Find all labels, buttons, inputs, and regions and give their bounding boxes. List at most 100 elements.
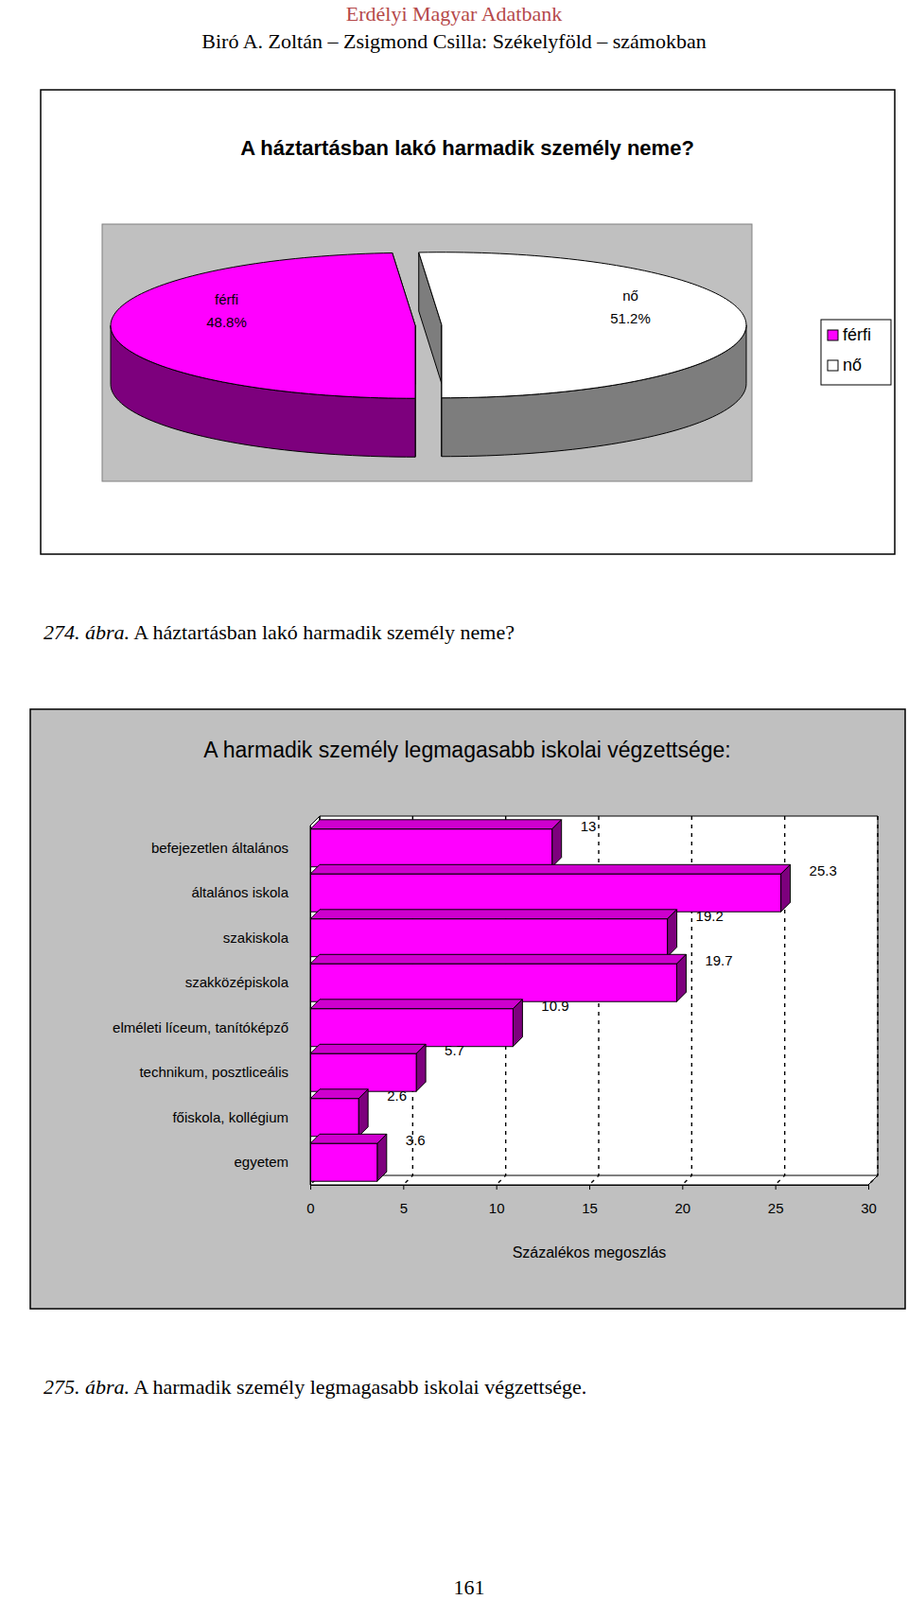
tick-label: 10 (488, 1200, 506, 1217)
tick-mark (589, 1185, 591, 1190)
bar-top (310, 999, 523, 1010)
y-tick: szakiskola (223, 929, 290, 946)
data-label: 13 (580, 818, 597, 835)
header-subtitle: Biró A. Zoltán – Zsigmond Csilla: Székel… (201, 29, 706, 53)
data-label: 2.6 (386, 1087, 407, 1104)
tick-label: befejezetlen általános (151, 839, 289, 856)
y-tick: befejezetlen általános (151, 839, 289, 856)
bars (310, 820, 791, 1182)
caption-number: 275. ábra. (43, 1375, 130, 1399)
bar (310, 829, 553, 868)
bar-side (377, 1134, 387, 1182)
y-tick: elméleti líceum, tanítóképző (112, 1019, 289, 1036)
tick-label: 20 (674, 1200, 691, 1217)
axis-line (310, 826, 312, 1187)
y-tick: egyetem (233, 1153, 289, 1170)
bar (310, 1053, 417, 1092)
bar-top (310, 954, 686, 964)
bar-group (310, 864, 791, 912)
caption: 274. ábra. A háztartásban lakó harmadik … (43, 620, 515, 645)
header-title: Erdélyi Magyar Adatbank (346, 1, 563, 26)
tick-label: technikum, posztliceális (139, 1064, 289, 1081)
bar-top (310, 820, 562, 830)
tick-mark (310, 1185, 312, 1190)
bar-top (310, 864, 791, 874)
chart-title: A háztartásban lakó harmadik személy nem… (240, 136, 695, 160)
bar (310, 1009, 513, 1048)
tick-label: 0 (306, 1200, 315, 1217)
legend: férfinő (820, 319, 891, 385)
bar-top (310, 1044, 426, 1054)
pie (110, 252, 747, 458)
axis-title: Százalékos megoszlás (512, 1244, 667, 1261)
tick-label: egyetem (233, 1153, 289, 1170)
data-label: 19.7 (704, 952, 733, 969)
y-tick: általános iskola (191, 884, 289, 901)
bar (310, 919, 668, 958)
x-tick: 30 (860, 1185, 877, 1217)
x-tick: 10 (488, 1185, 506, 1217)
bar-side (667, 909, 678, 958)
bar-group (310, 954, 686, 1002)
x-tick: 25 (768, 1185, 785, 1217)
bar-group (310, 1134, 387, 1182)
legend-swatch (827, 360, 839, 371)
tick-label: elméleti líceum, tanítóképző (112, 1019, 289, 1036)
bar-side (416, 1044, 426, 1092)
x-axis: 0 5 10 15 20 25 30 (306, 1185, 877, 1217)
data-label: 10.9 (541, 997, 569, 1014)
tick-label: 25 (768, 1200, 785, 1217)
slice-group (419, 252, 747, 457)
tick-mark (402, 1185, 404, 1190)
tick-label: 15 (581, 1200, 598, 1217)
bar-side (781, 864, 791, 912)
tick-label: általános iskola (191, 884, 289, 901)
legend-box (820, 319, 891, 385)
data-label: 25.3 (809, 862, 838, 879)
slice-category: nő (622, 287, 639, 304)
tick-label: szakiskola (223, 929, 290, 946)
y-axis: befejezetlen általános általános iskola sz… (112, 826, 311, 1187)
plot-area (310, 816, 878, 1186)
data-label: 3.6 (405, 1132, 426, 1149)
tick-mark (775, 1185, 777, 1190)
tick-mark (681, 1185, 683, 1190)
legend-entry: férfi (842, 325, 872, 345)
y-tick: főiskola, kollégium (172, 1109, 289, 1126)
x-tick: 20 (674, 1185, 691, 1217)
data-label: 51.2% (610, 310, 651, 327)
y-tick: technikum, posztliceális (139, 1064, 289, 1081)
bar-side (512, 999, 523, 1048)
pie-slice (110, 252, 416, 399)
data-label: 19.2 (696, 908, 724, 925)
bar-side (358, 1089, 368, 1137)
bar-side (676, 954, 686, 1002)
bar (310, 873, 782, 912)
page: Erdélyi Magyar Adatbank Biró A. Zoltán – … (0, 0, 908, 1600)
tick-label: 5 (400, 1200, 408, 1217)
tick-label: 30 (860, 1200, 877, 1217)
chart-title: A harmadik személy legmagasabb iskolai v… (203, 737, 731, 763)
tick-label: szakközépiskola (185, 974, 290, 991)
legend-swatch (827, 330, 839, 341)
chart-frame (40, 89, 895, 555)
bar-top (310, 1134, 387, 1144)
caption-number: 274. ábra. (43, 620, 130, 645)
slice-category: férfi (214, 291, 239, 308)
axis-line (311, 1186, 870, 1191)
plot-area (102, 224, 752, 482)
slice-group (110, 252, 416, 457)
bar-group (310, 820, 562, 868)
data-label: 48.8% (206, 314, 247, 331)
bar (310, 1143, 378, 1182)
data-label: 5.7 (444, 1042, 465, 1059)
grid (310, 816, 878, 1186)
caption-text: A harmadik személy legmagasabb iskolai v… (133, 1375, 587, 1399)
bar (310, 963, 677, 1002)
bar-group (310, 1089, 368, 1137)
tick-label: főiskola, kollégium (172, 1109, 289, 1126)
bar (310, 1099, 359, 1137)
bar-group (310, 999, 523, 1048)
bar-top (310, 909, 678, 920)
bar-group (310, 909, 678, 958)
